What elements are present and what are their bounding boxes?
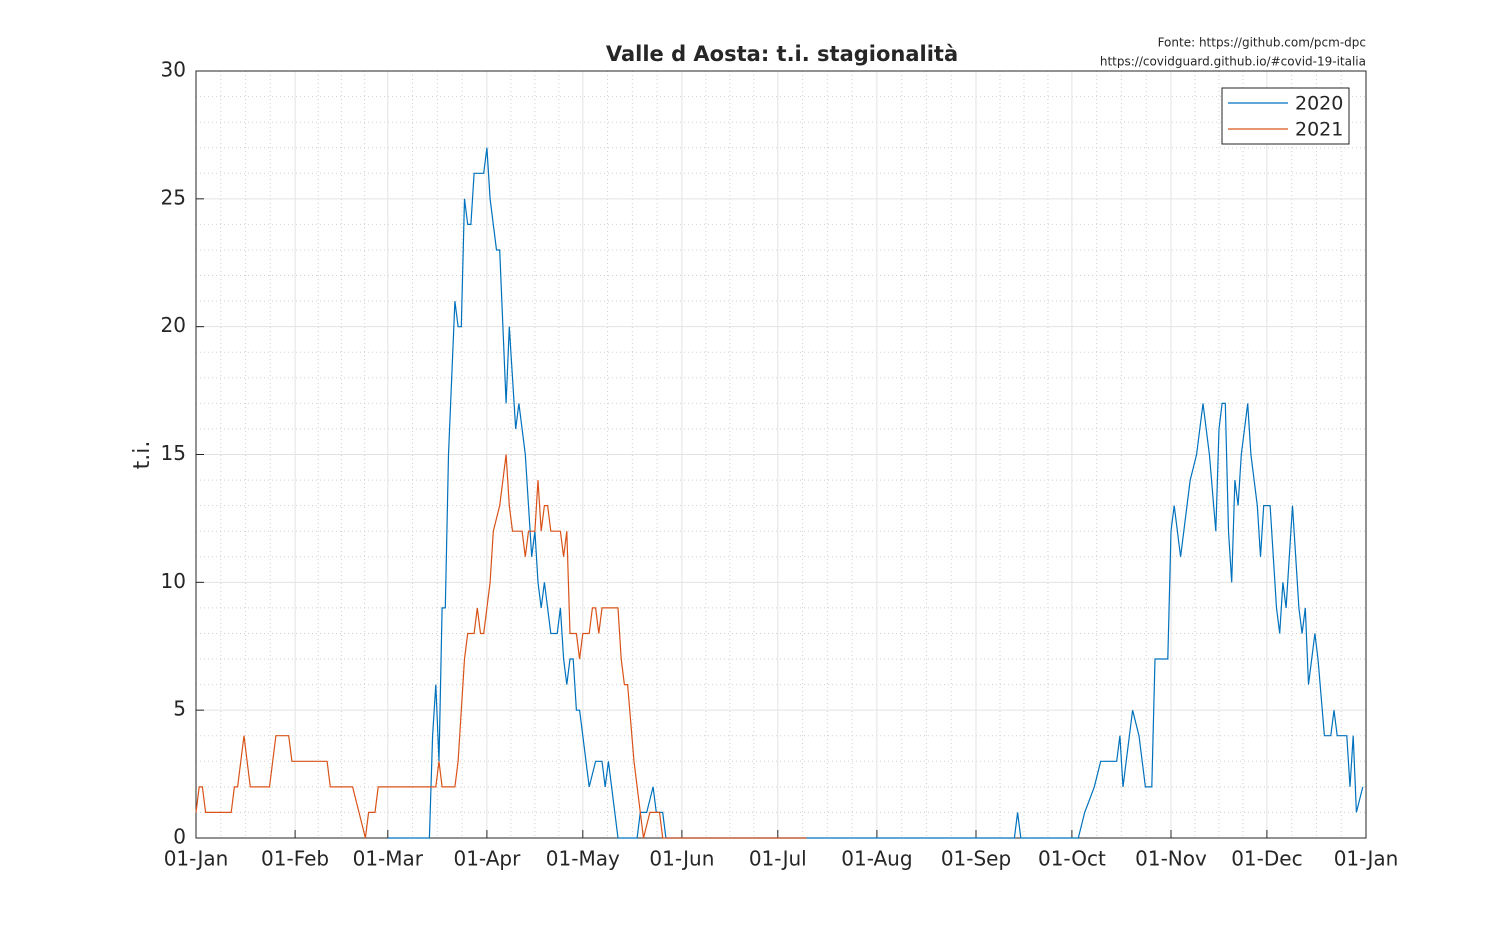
legend-label: 2021 bbox=[1295, 119, 1343, 141]
x-tick-label: 01-Jan bbox=[164, 847, 229, 871]
x-tick-label: 01-Mar bbox=[353, 847, 424, 871]
legend: 2020 2021 bbox=[1221, 87, 1350, 145]
x-tick-label: 01-Feb bbox=[261, 847, 329, 871]
y-tick-label: 5 bbox=[173, 697, 186, 721]
y-tick-label: 0 bbox=[173, 825, 186, 849]
x-tick-label: 01-Oct bbox=[1038, 847, 1106, 871]
y-tick-label: 10 bbox=[161, 569, 186, 593]
source-line: https://covidguard.github.io/#covid-19-i… bbox=[1100, 55, 1366, 69]
y-tick-label: 15 bbox=[161, 441, 186, 465]
legend-label: 2020 bbox=[1295, 93, 1343, 115]
y-tick-label: 20 bbox=[161, 313, 186, 337]
x-tick-label: 01-Dec bbox=[1231, 847, 1302, 871]
series-line bbox=[195, 454, 807, 839]
x-tick-label: 01-Apr bbox=[453, 847, 521, 871]
y-tick-label: 30 bbox=[161, 58, 186, 82]
x-tick-label: 01-May bbox=[546, 847, 620, 871]
y-axis-label: t.i. bbox=[130, 441, 155, 470]
source-line: Fonte: https://github.com/pcm-dpc bbox=[1158, 36, 1366, 50]
x-tick-label: 01-Nov bbox=[1135, 847, 1207, 871]
x-tick-label: 01-Jan bbox=[1334, 847, 1399, 871]
x-tick-label: 01-Sep bbox=[941, 847, 1011, 871]
legend-box bbox=[1221, 87, 1350, 145]
y-tick-label: 25 bbox=[161, 185, 186, 209]
x-tick-label: 01-Jun bbox=[649, 847, 714, 871]
chart-title: Valle d Aosta: t.i. stagionalità bbox=[606, 42, 958, 66]
x-tick-label: 01-Aug bbox=[841, 847, 912, 871]
x-tick-label: 01-Jul bbox=[749, 847, 807, 871]
series-line bbox=[387, 147, 1364, 839]
